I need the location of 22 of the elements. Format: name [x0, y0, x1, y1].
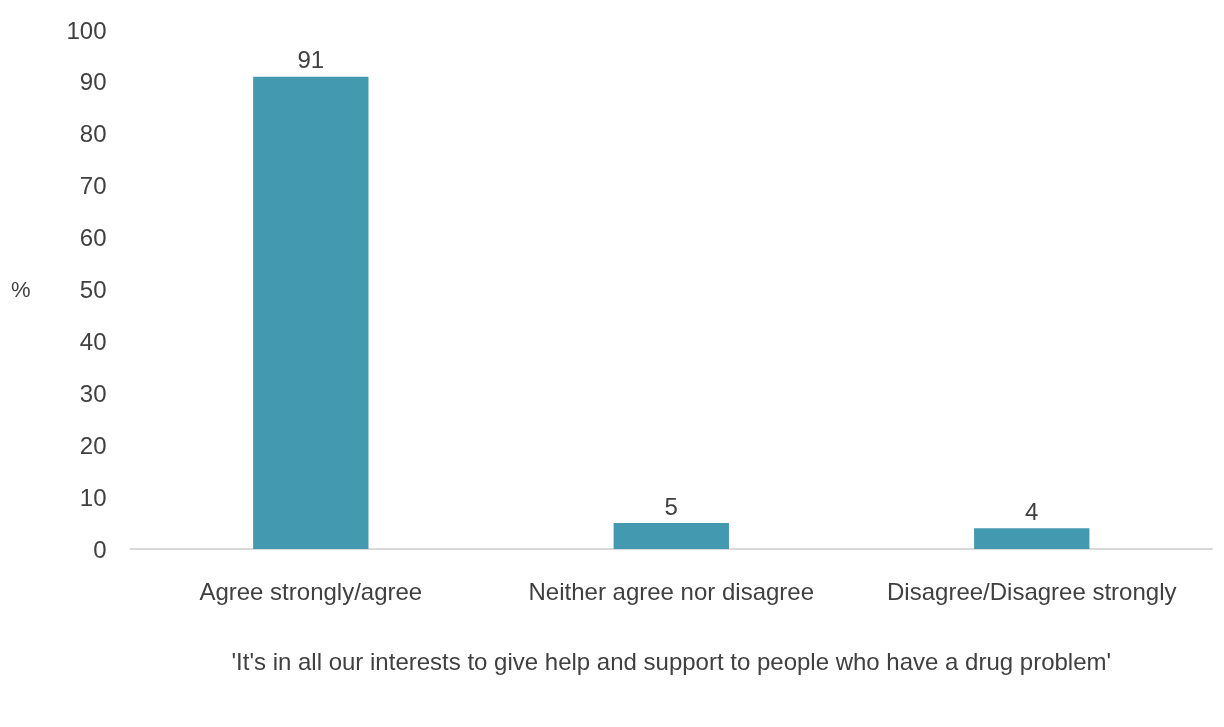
- data-label: 5: [664, 492, 678, 520]
- data-label: 4: [1025, 497, 1039, 525]
- y-tick-label: 40: [79, 327, 107, 355]
- y-tick-label: 80: [79, 120, 107, 148]
- y-tick-label: 60: [79, 224, 107, 252]
- y-tick-label: 100: [66, 16, 107, 44]
- bar: [253, 76, 369, 549]
- y-tick-label: 30: [79, 379, 107, 407]
- y-axis-title: %: [11, 277, 31, 302]
- x-tick-label: Agree strongly/agree: [199, 577, 423, 605]
- y-tick-label: 90: [79, 68, 107, 96]
- y-tick-label: 20: [79, 431, 107, 459]
- bar: [613, 523, 729, 549]
- x-tick-label: Disagree/Disagree strongly: [887, 577, 1177, 605]
- y-tick-label: 50: [79, 276, 107, 303]
- y-tick-label: 70: [79, 172, 107, 200]
- data-label: 91: [297, 46, 325, 74]
- y-tick-label: 0: [93, 535, 107, 563]
- x-axis-title: 'It's in all our interests to give help and support to people who have a drug problem': [231, 647, 1112, 675]
- y-tick-label: 10: [79, 483, 107, 511]
- bar: [974, 528, 1090, 549]
- x-tick-label: Neither agree nor disagree: [528, 577, 815, 605]
